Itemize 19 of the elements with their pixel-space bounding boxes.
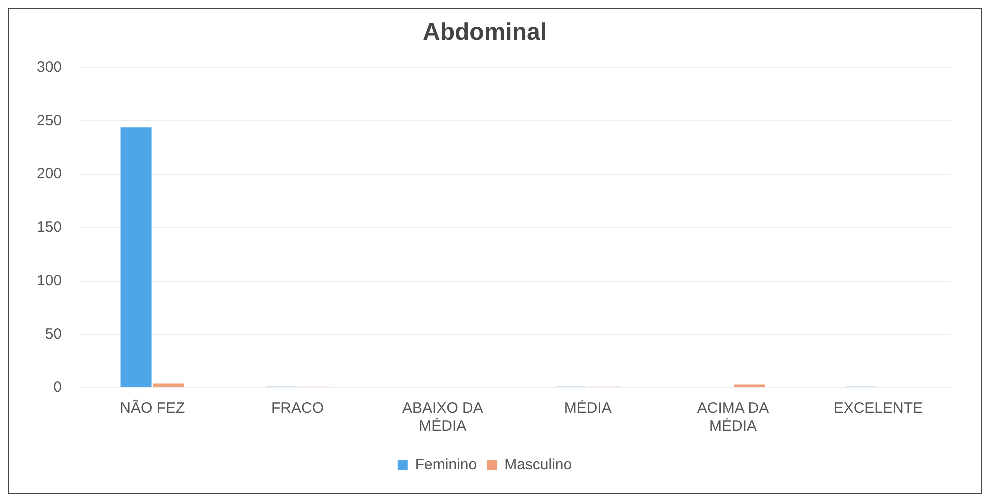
legend-label: Masculino [504,456,572,474]
y-tick-label: 0 [54,379,62,396]
y-tick-label: 100 [36,272,62,290]
y-tick-label: 200 [36,166,62,183]
x-tick-label: MÉDIA [564,399,612,418]
bar [734,384,766,388]
y-tick-label: 150 [36,219,62,236]
x-tick-label: ABAIXO DA MÉDIA [402,400,484,436]
x-tick-label: ACIMA DA MÉDIA [697,400,770,436]
chart-title: Abdominal [423,19,547,46]
y-tick-label: 50 [45,326,62,343]
x-tick-label: NÃO FEZ [120,399,186,418]
bar [120,128,152,388]
y-tick-label: 300 [36,58,62,76]
bar [153,384,184,388]
y-tick-label: 250 [36,112,62,130]
x-tick-label: FRACO [272,400,324,418]
x-tick-label: EXCELENTE [834,400,924,418]
legend-label: Feminino [415,456,478,474]
